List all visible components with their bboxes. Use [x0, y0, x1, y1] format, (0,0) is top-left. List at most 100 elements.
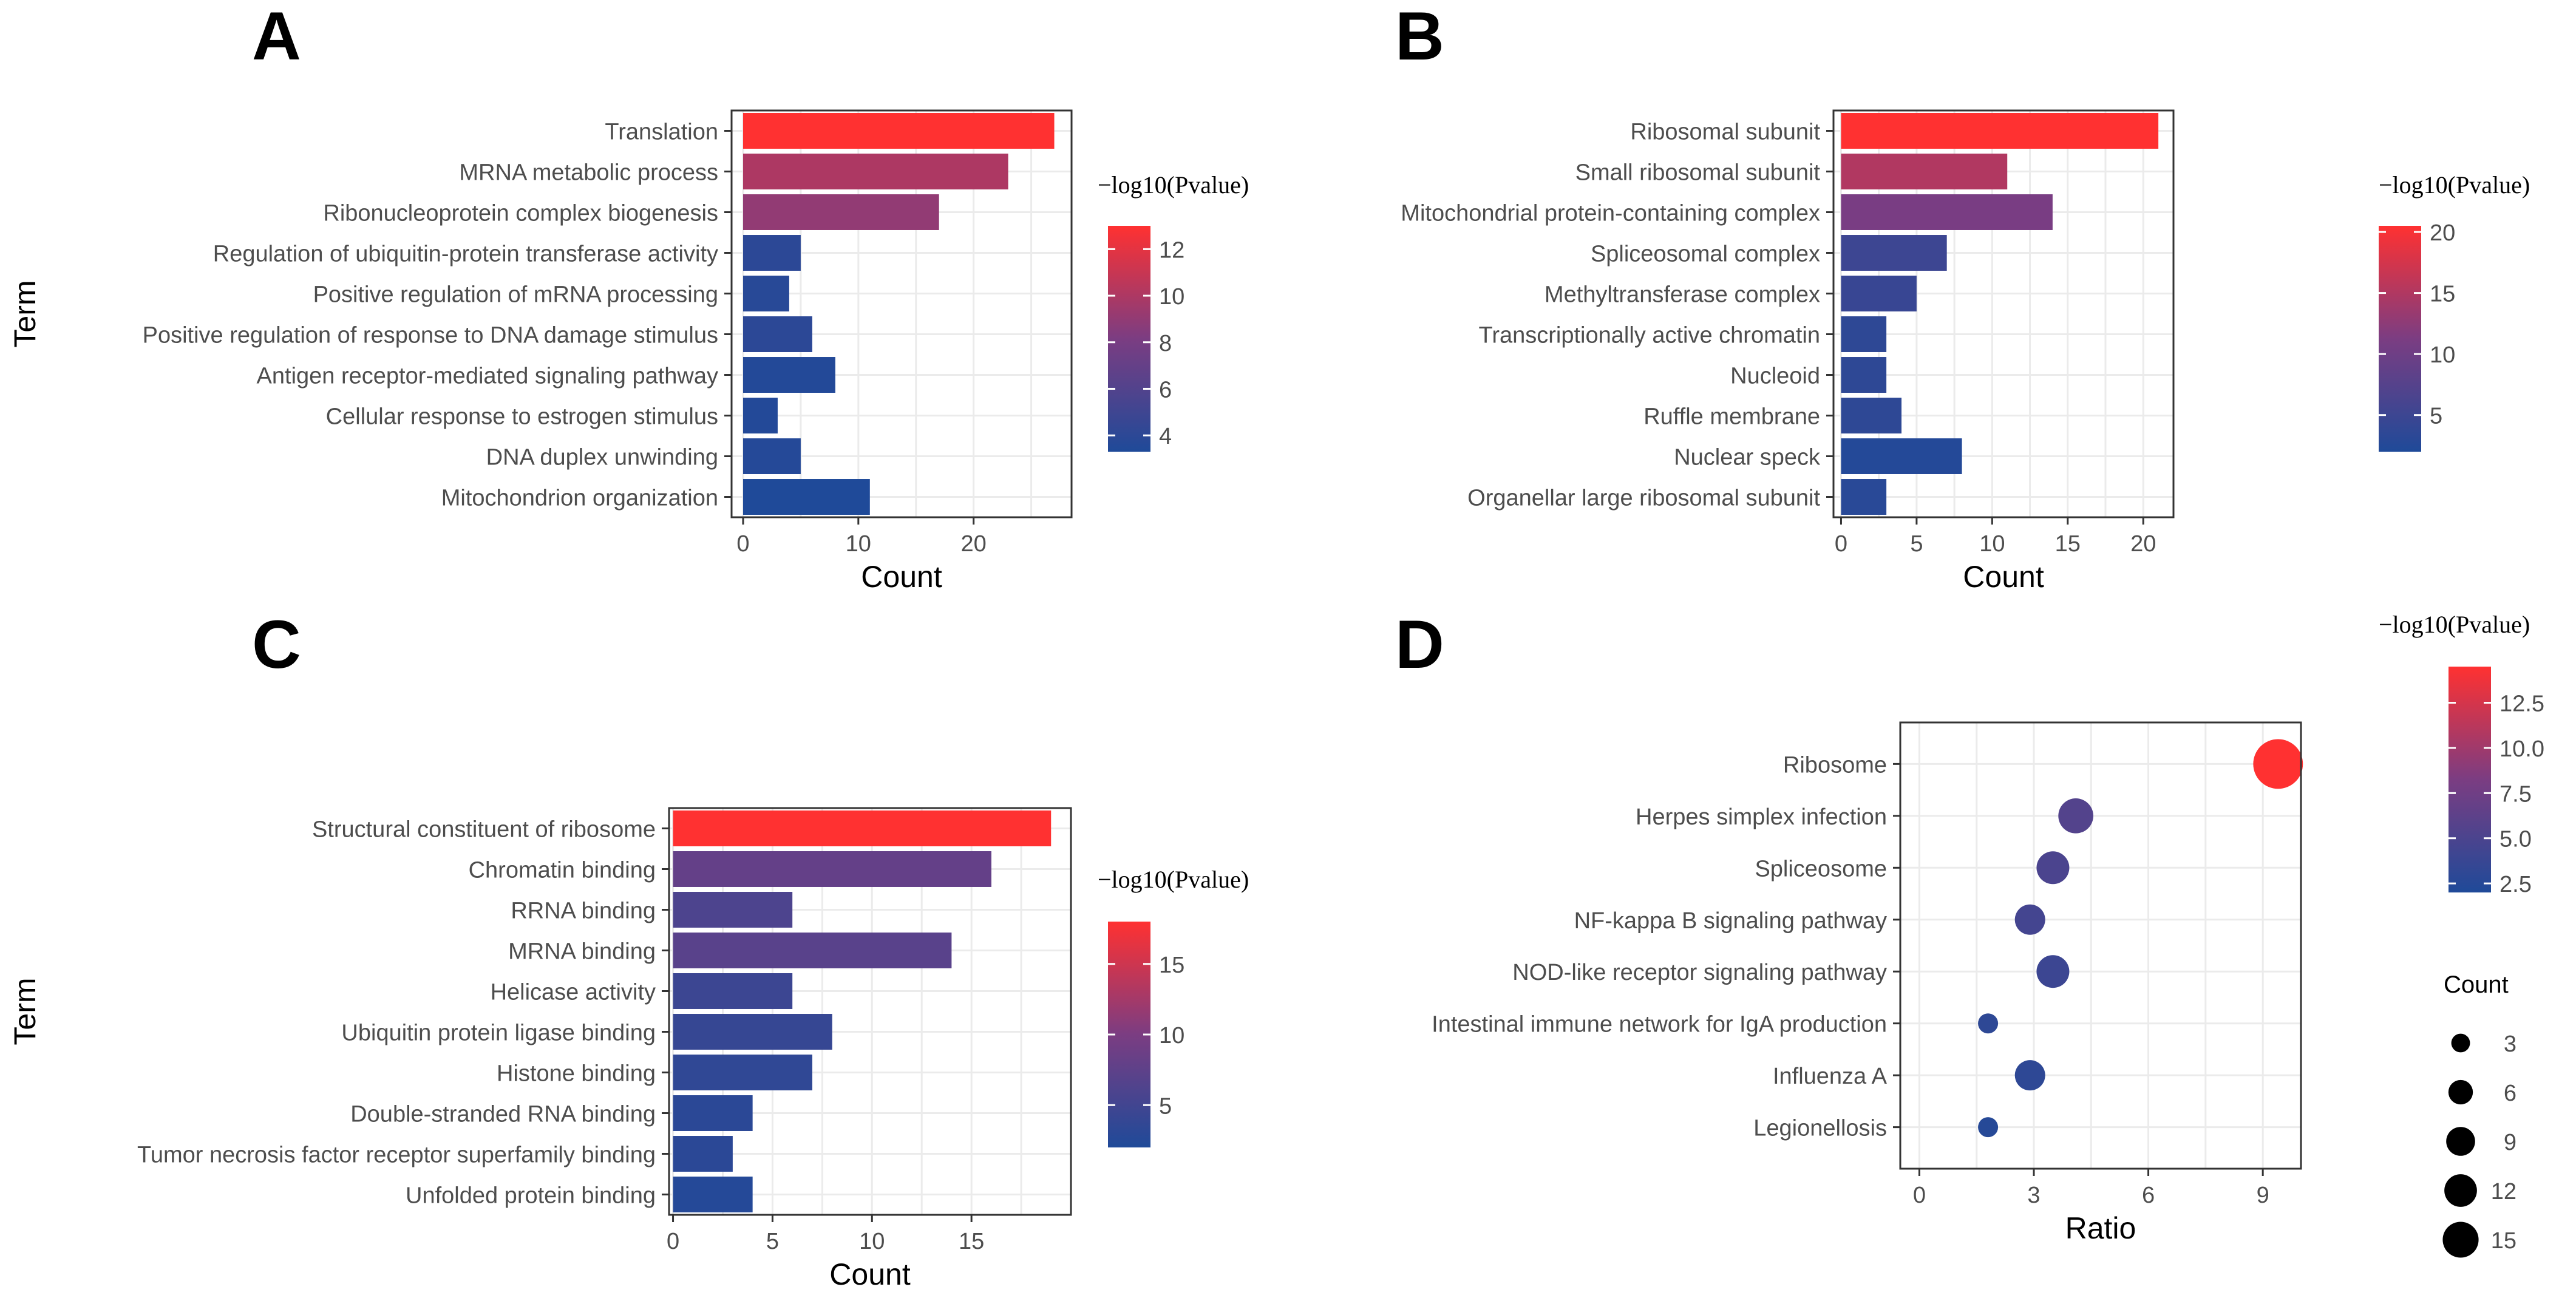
colorbar-tick-label: 12.5 [2500, 691, 2544, 717]
y-tick-label: Spliceosome [1755, 856, 1887, 882]
bar-5 [673, 973, 793, 1009]
panel-label: C [252, 607, 301, 682]
plot-frame [1832, 109, 2175, 518]
bar-3 [743, 194, 939, 230]
y-tick-label: Ribosome [1783, 752, 1887, 778]
size-legend-dot [2448, 1079, 2473, 1105]
bar-7 [673, 1055, 812, 1090]
y-tick-label: Mitochondrial protein-containing complex [1401, 201, 1820, 226]
y-tick-label: Ribonucleoprotein complex biogenesis [323, 201, 718, 226]
point-4 [2014, 904, 2045, 935]
colorbar [1108, 226, 1150, 452]
x-tick-label: 9 [2257, 1183, 2269, 1208]
y-tick-label: Small ribosomal subunit [1575, 160, 1821, 186]
bar-3 [673, 892, 793, 928]
bar-9 [1841, 438, 1962, 474]
size-legend-label: 6 [2504, 1081, 2517, 1106]
bar-4 [673, 933, 952, 968]
point-2 [2058, 798, 2093, 834]
y-tick-label: Spliceosomal complex [1591, 242, 1820, 267]
y-tick-label: Nucleoid [1730, 364, 1820, 389]
bar-6 [743, 316, 812, 352]
bar-2 [673, 851, 991, 887]
y-tick-label: Chromatin binding [469, 858, 656, 883]
y-tick-label: Regulation of ubiquitin-protein transfer… [213, 242, 718, 267]
panel-c: C Structural constituent of ribosome Chrom… [8, 607, 1249, 1291]
point-7 [2014, 1060, 2045, 1091]
point-6 [1978, 1013, 1999, 1034]
bar-3 [1841, 194, 2053, 230]
legend-title: −log10(Pvalue) [1098, 866, 1249, 893]
y-tick-label: Translation [605, 120, 718, 145]
y-tick-label: RRNA binding [511, 899, 656, 924]
bar-1 [673, 810, 1052, 846]
x-axis-title: Count [829, 1257, 911, 1291]
y-tick-label: MRNA binding [508, 939, 656, 965]
y-tick-label: Methyltransferase complex [1545, 282, 1820, 308]
x-tick-label: 0 [736, 531, 749, 557]
colorbar-tick-label: 15 [1159, 953, 1184, 978]
y-tick-label: Ubiquitin protein ligase binding [341, 1021, 656, 1046]
y-tick-label: NF-kappa B signaling pathway [1574, 908, 1887, 934]
x-tick-label: 15 [959, 1229, 984, 1254]
colorbar-tick-label: 15 [2430, 282, 2455, 307]
bar-6 [1841, 316, 1887, 352]
size-legend-dot [2446, 1127, 2475, 1156]
y-tick-label: DNA duplex unwinding [486, 445, 718, 471]
bar-9 [743, 438, 801, 474]
colorbar [2379, 226, 2421, 452]
y-tick-label: Ribosomal subunit [1630, 120, 1820, 145]
y-tick-label: Helicase activity [491, 980, 656, 1005]
size-legend-label: 9 [2504, 1130, 2517, 1155]
bar-4 [743, 235, 801, 271]
x-tick-label: 5 [766, 1229, 779, 1254]
x-tick-label: 0 [1913, 1183, 1926, 1208]
bar-5 [1841, 276, 1917, 311]
y-tick-label: Transcriptionally active chromatin [1479, 323, 1820, 348]
y-axis-title: Term [8, 977, 42, 1045]
colorbar-tick-label: 8 [1159, 331, 1172, 356]
size-legend-dot [2442, 1222, 2479, 1258]
colorbar-tick-label: 10.0 [2500, 736, 2544, 762]
legend-title: −log10(Pvalue) [1098, 171, 1249, 199]
plot-area [1900, 722, 2301, 1169]
bar-8 [673, 1095, 753, 1131]
x-tick-label: 15 [2055, 531, 2081, 557]
x-tick-label: 0 [667, 1229, 679, 1254]
bar-2 [1841, 154, 2008, 189]
bar-1 [743, 113, 1055, 149]
legend-title: −log10(Pvalue) [2379, 611, 2530, 638]
size-legend-label: 15 [2491, 1228, 2517, 1254]
x-tick-label: 6 [2142, 1183, 2155, 1208]
plot-frame [668, 807, 1072, 1216]
colorbar-tick-label: 5.0 [2500, 827, 2532, 852]
y-axis-title: Term [8, 280, 42, 347]
bar-4 [1841, 235, 1947, 271]
panel-label: A [252, 0, 301, 74]
bar-5 [743, 276, 789, 311]
bar-10 [1841, 479, 1887, 515]
x-axis-title: Count [861, 560, 942, 594]
colorbar-tick-label: 6 [1159, 377, 1172, 403]
size-legend-dot [2444, 1174, 2477, 1207]
x-tick-label: 10 [846, 531, 871, 557]
colorbar-tick-label: 5 [1159, 1093, 1172, 1119]
panel-label: B [1395, 0, 1444, 74]
colorbar [2449, 667, 2491, 892]
x-tick-label: 10 [859, 1229, 885, 1254]
colorbar-tick-label: 5 [2430, 404, 2442, 429]
plot-frame [1899, 721, 2302, 1170]
x-tick-label: 20 [961, 531, 987, 557]
bar-7 [1841, 357, 1887, 393]
y-tick-label: Double-stranded RNA binding [350, 1102, 656, 1127]
colorbar-tick-label: 10 [2430, 342, 2455, 368]
y-tick-label: Mitochondrion organization [441, 486, 718, 511]
bar-1 [1841, 113, 2159, 149]
colorbar-tick-label: 10 [1159, 1023, 1184, 1048]
x-tick-label: 3 [2027, 1183, 2040, 1208]
y-tick-label: Antigen receptor-mediated signaling path… [257, 364, 718, 389]
y-tick-label: Nuclear speck [1674, 445, 1821, 471]
x-axis-title: Ratio [2065, 1211, 2136, 1245]
y-tick-label: Influenza A [1773, 1064, 1888, 1089]
x-tick-label: 5 [1910, 531, 1923, 557]
